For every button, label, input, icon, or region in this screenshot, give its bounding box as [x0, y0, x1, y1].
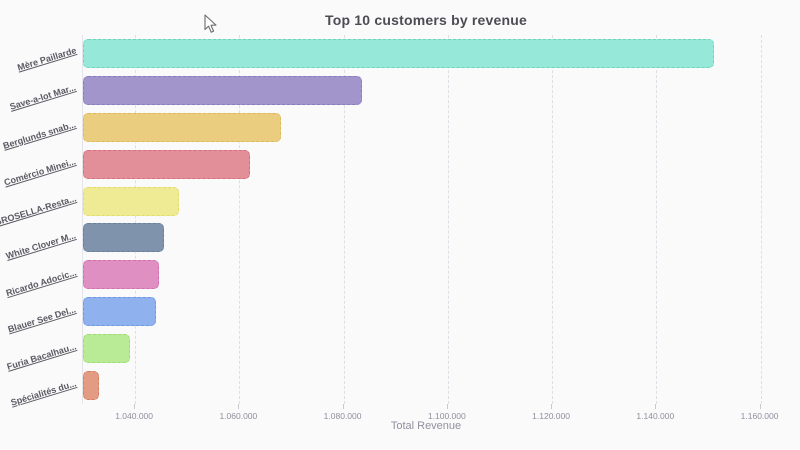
tick-mark-1.060.000 [238, 404, 240, 409]
y-axis-label-ricardo-adocic[interactable]: Ricardo Adocic... [4, 267, 78, 299]
tick-mark-1.040.000 [134, 404, 136, 409]
mouse-cursor [204, 14, 217, 33]
tick-label-1.160.000: 1.160.000 [740, 411, 779, 421]
bar-m-re-paillarde[interactable] [83, 38, 714, 68]
y-axis-label-white-clover-m[interactable]: White Clover M... [5, 230, 78, 261]
plot-area [82, 35, 771, 404]
tick-label-1.120.000: 1.120.000 [532, 411, 570, 421]
tick-label-1.140.000: 1.140.000 [636, 411, 675, 421]
tick-mark-1.140.000 [655, 404, 657, 409]
y-axis-labels: Mère Paillarde Save-a-lot Mar... Berglunds… [0, 35, 80, 408]
chart-title: Top 10 customers by revenue [325, 12, 527, 28]
y-axis-label-com-rcio-minei[interactable]: Comércio Minei... [3, 156, 78, 188]
bar-berglunds-snab[interactable] [83, 112, 282, 142]
y-axis-label-sp-cialit-s-du[interactable]: Spécialités du... [9, 377, 78, 408]
tick-label-1.100.000: 1.100.000 [427, 411, 466, 421]
y-axis-label-grosella-resta[interactable]: GROSELLA-Resta... [0, 193, 78, 228]
gridline-1.060.000 [239, 35, 241, 404]
bar-row-ricardo-adocic [83, 256, 771, 293]
gridline-1.140.000 [656, 35, 658, 404]
bar-row-furia-bacalhau [83, 330, 771, 367]
bar-row-save-a-lot-mar [83, 72, 771, 109]
bar-blauer-see-del[interactable] [83, 297, 156, 327]
y-axis-label-berglunds-snab[interactable]: Berglunds snab... [2, 119, 78, 152]
tick-label-1.060.000: 1.060.000 [219, 411, 258, 421]
gridline-1.120.000 [552, 35, 554, 404]
bar-row-blauer-see-del [83, 293, 771, 330]
x-axis-title: Total Revenue [390, 420, 462, 432]
bar-row-com-rcio-minei [83, 146, 771, 183]
bar-ricardo-adocic[interactable] [83, 260, 159, 290]
bar-row-m-re-paillarde [83, 35, 771, 72]
bar-furia-bacalhau[interactable] [83, 334, 130, 364]
y-axis-label-m-re-paillarde[interactable]: Mère Paillarde [16, 45, 78, 74]
bar-row-sp-cialit-s-du [83, 367, 771, 404]
tick-label-1.080.000: 1.080.000 [323, 411, 362, 421]
bar-com-rcio-minei[interactable] [83, 149, 250, 179]
bar-sp-cialit-s-du[interactable] [83, 371, 99, 401]
gridline-1.080.000 [343, 35, 345, 404]
y-axis-label-blauer-see-del[interactable]: Blauer See Del... [7, 303, 78, 335]
y-axis-label-save-a-lot-mar[interactable]: Save-a-lot Mar... [9, 82, 78, 113]
x-axis-ticks: 1.040.000 1.060.000 1.080.000 1.100.000 1.12… [82, 404, 778, 424]
tick-mark-1.080.000 [342, 404, 344, 409]
bar-save-a-lot-mar[interactable] [83, 75, 362, 105]
tick-mark-1.100.000 [446, 404, 448, 409]
tick-mark-1.120.000 [551, 404, 553, 409]
bar-row-white-clover-m [83, 220, 771, 257]
y-axis-label-furia-bacalhau[interactable]: Furia Bacalhau... [5, 340, 78, 372]
tick-mark-1.160.000 [759, 404, 761, 409]
gridline-1.040.000 [135, 35, 137, 404]
bar-row-grosella-resta [83, 183, 771, 220]
bar-white-clover-m[interactable] [83, 223, 164, 253]
bar-grosella-resta[interactable] [83, 186, 180, 216]
bar-row-berglunds-snab [83, 109, 771, 146]
gridline-1.100.000 [447, 35, 449, 404]
tick-label-1.040.000: 1.040.000 [115, 411, 154, 421]
gridline-1.160.000 [760, 35, 762, 404]
